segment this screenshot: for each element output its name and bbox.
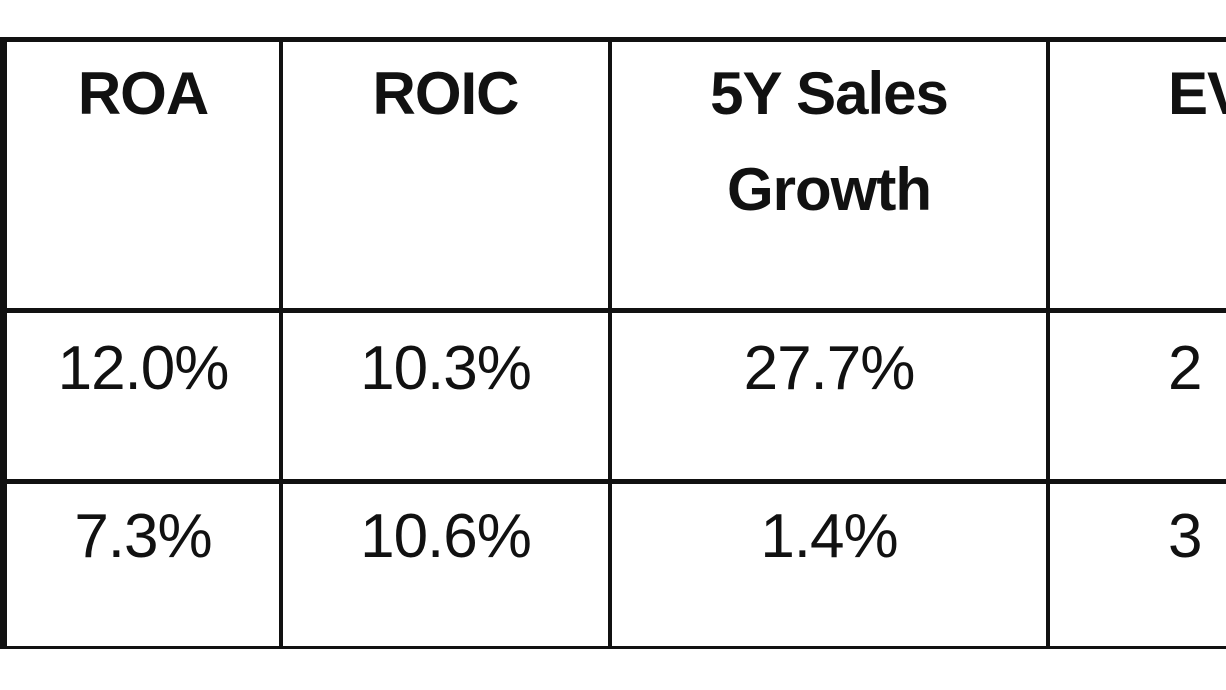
table-cell-sales-growth: 1.4% (760, 502, 898, 571)
column-header-sales-growth-line2: Growth (727, 156, 932, 223)
table-border-bottom (0, 646, 1226, 649)
table-row-divider (0, 308, 1226, 313)
table-cell-sales-growth: 27.7% (743, 334, 916, 403)
table-cell-ev: 3 (1168, 502, 1202, 571)
column-header-roic: ROIC (372, 60, 520, 127)
table-column-divider (279, 37, 283, 649)
column-header-roa: ROA (77, 60, 209, 127)
table-cell-roa: 12.0% (57, 334, 230, 403)
column-header-sales-growth-line1: 5Y Sales (710, 60, 949, 127)
table-cell-ev: 2 (1168, 334, 1202, 403)
table-border-top (0, 37, 1226, 42)
table-cell-roic: 10.3% (360, 334, 532, 403)
table-column-divider (1046, 37, 1050, 649)
table-cell-roic: 10.6% (360, 502, 532, 571)
column-header-sales-growth: 5Y Sales Growth (612, 46, 1046, 238)
column-header-ev: EV (1168, 60, 1226, 127)
table-row-divider (0, 479, 1226, 484)
table-column-divider (608, 37, 612, 649)
table-cell-roa: 7.3% (74, 502, 212, 571)
table-column-divider (0, 37, 7, 649)
